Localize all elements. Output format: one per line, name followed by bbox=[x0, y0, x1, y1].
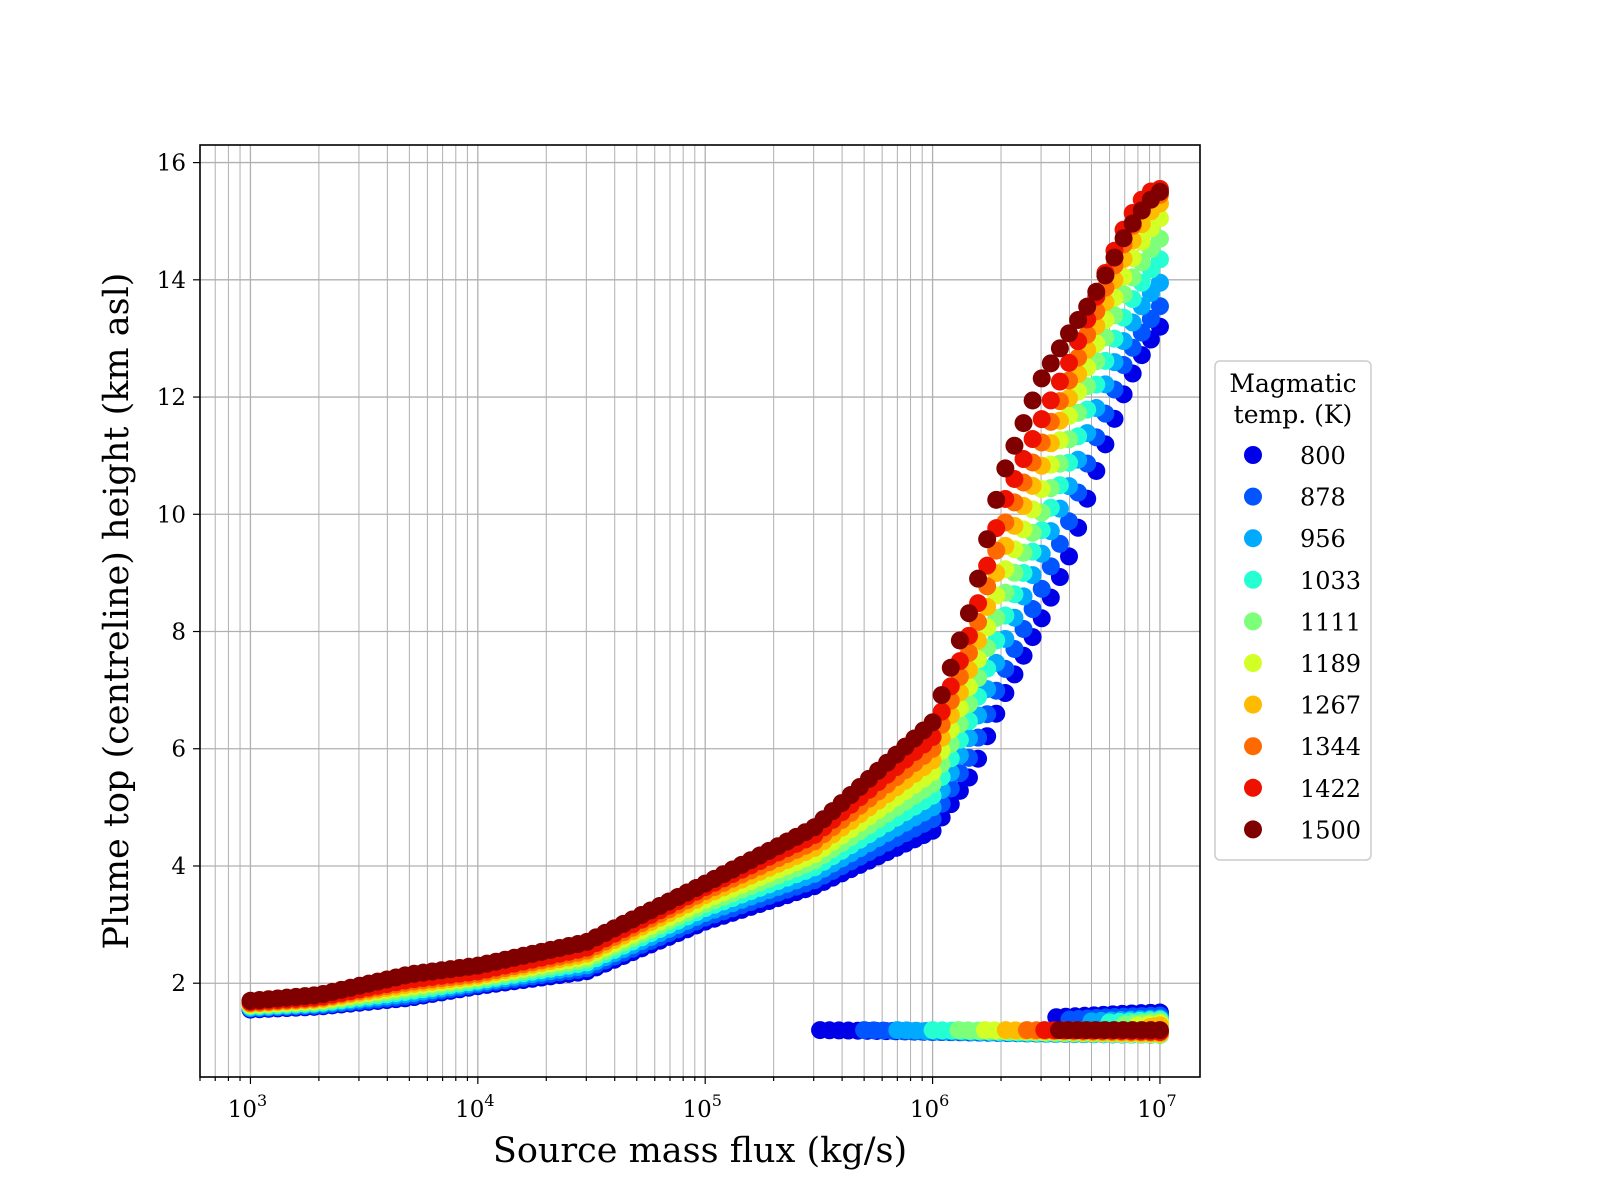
y-tick-label: 16 bbox=[157, 151, 186, 177]
data-point bbox=[978, 556, 997, 575]
data-point bbox=[1060, 353, 1079, 372]
data-point bbox=[1060, 324, 1079, 343]
legend-label: 1422 bbox=[1300, 775, 1361, 803]
data-point bbox=[996, 459, 1015, 478]
data-point bbox=[1141, 310, 1160, 329]
data-point bbox=[1069, 310, 1088, 329]
legend-label: 1500 bbox=[1300, 816, 1361, 844]
data-point bbox=[1014, 450, 1033, 469]
data-point bbox=[1014, 414, 1033, 433]
data-point bbox=[1050, 372, 1069, 391]
x-tick-label: 106 bbox=[910, 1091, 949, 1123]
data-point bbox=[1005, 436, 1024, 455]
legend-label: 1189 bbox=[1300, 650, 1361, 678]
data-point bbox=[1032, 410, 1051, 429]
legend-marker bbox=[1244, 446, 1262, 464]
y-tick-label: 8 bbox=[171, 620, 186, 646]
legend-title-line2: temp. (K) bbox=[1234, 400, 1353, 429]
y-tick-label: 6 bbox=[171, 737, 186, 763]
legend: Magmatic temp. (K) 800 878 956 1033 1111 1189… bbox=[1214, 360, 1372, 861]
legend-title-line1: Magmatic bbox=[1229, 369, 1356, 398]
y-tick-label: 2 bbox=[171, 971, 186, 997]
data-point bbox=[1032, 369, 1051, 388]
legend-label: 1111 bbox=[1300, 608, 1361, 636]
x-tick-label: 105 bbox=[682, 1091, 721, 1123]
data-point bbox=[978, 530, 997, 549]
y-tick-label: 14 bbox=[157, 268, 186, 294]
data-point bbox=[932, 686, 951, 705]
data-point bbox=[1096, 266, 1115, 285]
data-point bbox=[959, 604, 978, 623]
plot-frame bbox=[199, 144, 1201, 1078]
data-point bbox=[1150, 182, 1169, 201]
legend-label: 1033 bbox=[1300, 567, 1361, 595]
data-point bbox=[1078, 297, 1097, 316]
data-point bbox=[1041, 391, 1060, 410]
legend-label: 1344 bbox=[1300, 733, 1361, 761]
grid bbox=[199, 145, 1200, 1077]
legend-marker bbox=[1244, 612, 1262, 631]
data-point bbox=[1041, 557, 1060, 576]
data-point bbox=[1123, 214, 1142, 233]
legend-label: 956 bbox=[1300, 525, 1346, 553]
legend-entries: 800 878 956 1033 1111 1189 1267 1344 1422 1500 bbox=[1244, 442, 1361, 844]
legend-marker bbox=[1244, 570, 1262, 589]
data-point bbox=[1105, 248, 1124, 267]
data-point bbox=[923, 713, 942, 732]
y-tick-label: 10 bbox=[157, 502, 186, 528]
data-points bbox=[241, 179, 1169, 1044]
ticks: 2 4 6 8 10 12 14 16 103 104 105 106 107 bbox=[157, 151, 1177, 1123]
legend-marker bbox=[1244, 529, 1262, 548]
y-tick-label: 4 bbox=[171, 854, 186, 880]
data-point bbox=[1050, 534, 1069, 553]
data-point bbox=[1060, 512, 1079, 531]
legend-label: 878 bbox=[1300, 484, 1346, 512]
series-1500 bbox=[241, 182, 1169, 1040]
data-point bbox=[1150, 273, 1169, 292]
data-point bbox=[1060, 547, 1079, 566]
legend-marker bbox=[1244, 487, 1262, 506]
x-tick-label: 103 bbox=[228, 1091, 267, 1123]
data-point bbox=[1050, 339, 1069, 358]
data-point bbox=[969, 569, 988, 588]
legend-label: 800 bbox=[1300, 442, 1346, 470]
data-point bbox=[1087, 282, 1106, 301]
data-point bbox=[941, 658, 960, 677]
legend-marker bbox=[1244, 737, 1262, 756]
data-point bbox=[1032, 579, 1051, 598]
data-point bbox=[1150, 297, 1169, 316]
legend-label: 1267 bbox=[1300, 692, 1361, 720]
data-point bbox=[1114, 229, 1133, 248]
data-point bbox=[1023, 600, 1042, 619]
legend-marker bbox=[1244, 778, 1262, 797]
y-tick-label: 12 bbox=[157, 385, 186, 411]
legend-box bbox=[1214, 360, 1372, 861]
data-point bbox=[1041, 354, 1060, 373]
data-point bbox=[1023, 391, 1042, 410]
data-point bbox=[1150, 1021, 1169, 1040]
legend-marker bbox=[1244, 820, 1262, 839]
x-axis-label: Source mass flux (kg/s) bbox=[493, 1131, 907, 1171]
legend-marker bbox=[1244, 695, 1262, 714]
x-tick-label: 104 bbox=[455, 1091, 494, 1123]
y-axis-label: Plume top (centreline) height (km asl) bbox=[97, 273, 137, 950]
data-point bbox=[1023, 430, 1042, 449]
x-tick-label: 107 bbox=[1137, 1091, 1176, 1123]
data-point bbox=[950, 631, 969, 650]
legend-marker bbox=[1244, 654, 1262, 672]
data-point bbox=[987, 490, 1006, 509]
